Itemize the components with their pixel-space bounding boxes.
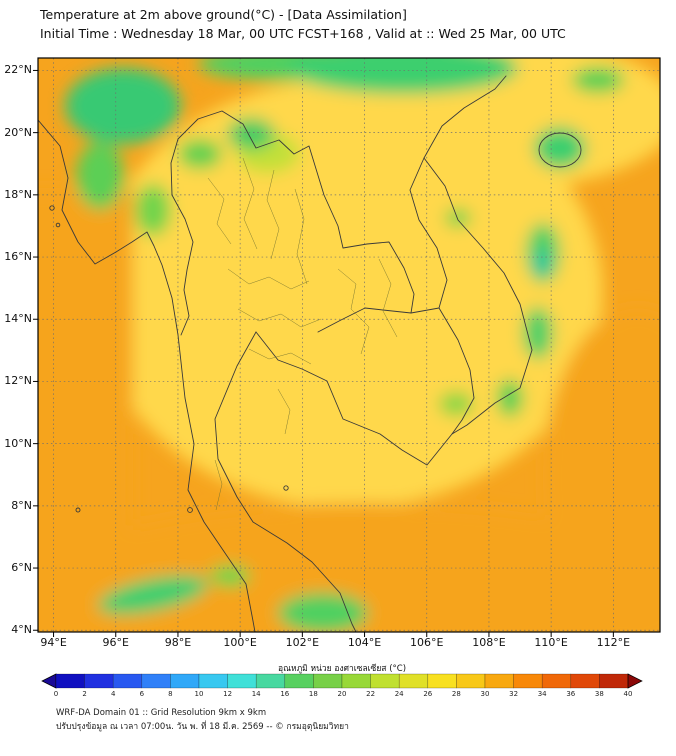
lat-tick-label: 22°N xyxy=(4,63,32,77)
lat-tick-label: 14°N xyxy=(4,312,32,326)
title-line-2: Initial Time : Wednesday 18 Mar, 00 UTC … xyxy=(40,26,566,41)
footer-line-1: WRF-DA Domain 01 :: Grid Resolution 9km … xyxy=(56,708,267,718)
lon-tick-label: 106°E xyxy=(410,636,444,649)
lon-tick-label: 112°E xyxy=(596,636,631,649)
lat-tick-label: 10°N xyxy=(4,436,32,450)
colorbar-tick-label: 38 xyxy=(594,690,604,698)
colorbar-tick-label: 2 xyxy=(82,690,87,698)
lon-tick-label: 98°E xyxy=(164,636,192,649)
lon-tick-label: 96°E xyxy=(102,636,129,649)
colorbar-tick-label: 14 xyxy=(251,690,261,698)
colorbar-segment xyxy=(599,673,629,689)
gridlines xyxy=(38,58,660,632)
lon-tick-label: 102°E xyxy=(285,636,320,649)
footer-line-2: ปรับปรุงข้อมูล ณ เวลา 07:00น. วัน พ. ที่… xyxy=(56,721,349,732)
colorbar-tick-label: 6 xyxy=(139,690,145,698)
colorbar-tick-label: 18 xyxy=(308,690,318,698)
colorbar-left-arrow xyxy=(41,673,57,689)
colorbar-segment xyxy=(141,673,171,689)
lat-tick-label: 20°N xyxy=(4,125,32,139)
coastline-gulf-vietnam xyxy=(255,75,533,466)
colorbar-segment xyxy=(341,673,371,689)
lon-tick-label: 104°E xyxy=(347,636,382,649)
colorbar-segment xyxy=(198,673,228,689)
lon-tick-label: 110°E xyxy=(534,636,568,649)
colorbar-segment xyxy=(170,673,200,689)
colorbar-svg xyxy=(41,673,643,689)
footer: WRF-DA Domain 01 :: Grid Resolution 9km … xyxy=(56,707,349,734)
colorbar-tick-label: 22 xyxy=(366,690,376,698)
lon-tick-label: 100°E xyxy=(223,636,257,649)
lat-tick-label: 18°N xyxy=(4,187,32,201)
colorbar-right-arrow xyxy=(627,673,643,689)
lat-tick-label: 6°N xyxy=(11,561,32,575)
colorbar-tick-label: 40 xyxy=(623,690,633,698)
y-axis-labels: 22°N 20°N 18°N 16°N 14°N 12°N 10°N 8°N 6°N 4°N xyxy=(0,58,35,636)
colorbar-segment xyxy=(570,673,600,689)
coastline-peninsula-east xyxy=(214,331,357,633)
small-islands xyxy=(49,205,289,513)
lat-tick-label: 12°N xyxy=(4,374,32,388)
colorbar-tick-label: 24 xyxy=(394,690,404,698)
colorbar-tick-labels: 0 2 4 6 8 10 12 14 16 18 20 22 24 26 28 30 32 34 36 38 40 xyxy=(42,690,642,700)
colorbar-segment xyxy=(84,673,114,689)
colorbar-tick-label: 32 xyxy=(509,690,519,698)
lat-tick-label: 16°N xyxy=(4,250,32,264)
colorbar-segment xyxy=(398,673,429,689)
colorbar-tick-label: 34 xyxy=(537,690,547,698)
colorbar-tick-label: 36 xyxy=(566,690,576,698)
colorbar-segment xyxy=(284,673,314,689)
border-mekong-laos-cambodia xyxy=(177,110,415,333)
colorbar-segment xyxy=(370,673,400,689)
colorbar-tick-label: 20 xyxy=(337,690,347,698)
map-svg xyxy=(33,57,661,637)
colorbar-tick-label: 0 xyxy=(53,690,59,698)
colorbar-title: อุณหภูมิ หน่วย องศาเซลเซียส (°C) xyxy=(277,664,407,674)
border-cambodia-vietnam xyxy=(438,307,475,435)
lat-tick-label: 4°N xyxy=(11,623,32,637)
colorbar-segment xyxy=(484,673,514,689)
colorbar-tick-label: 4 xyxy=(110,690,116,698)
colorbar-tick-label: 10 xyxy=(194,690,204,698)
colorbar-segment xyxy=(427,673,457,689)
title-line-1: Temperature at 2m above ground(°C) - [Da… xyxy=(40,7,407,22)
colorbar-segment xyxy=(541,673,572,689)
plot-area xyxy=(33,57,661,637)
colorbar-tick-label: 8 xyxy=(168,690,173,698)
colorbar-segment xyxy=(313,673,343,689)
coastline-west xyxy=(37,119,256,633)
colorbar-tick-label: 12 xyxy=(223,690,233,698)
colorbar-segment xyxy=(227,673,257,689)
colorbar-tick-label: 16 xyxy=(280,690,290,698)
x-axis-labels: 94°E 96°E 98°E 100°E 102°E 104°E 106°E 108°E 110… xyxy=(38,634,660,650)
colorbar-tick-label: 26 xyxy=(423,690,433,698)
border-thai-myanmar xyxy=(170,138,194,336)
colorbar-tick-label: 28 xyxy=(451,690,461,698)
axis-ticks xyxy=(33,69,614,637)
colorbar-segment xyxy=(456,673,486,689)
hainan-island-outline xyxy=(538,132,582,168)
colorbar-segment xyxy=(55,673,85,689)
lon-tick-label: 108°E xyxy=(472,636,506,649)
colorbar-segment xyxy=(513,673,543,689)
colorbar-segment xyxy=(255,673,286,689)
coastlines-and-borders xyxy=(37,75,582,633)
lon-tick-label: 94°E xyxy=(40,636,67,649)
temperature-field xyxy=(38,58,660,632)
colorbar-tick-label: 30 xyxy=(480,690,490,698)
map-frame xyxy=(37,57,661,633)
colorbar-segment xyxy=(112,673,143,689)
province-boundaries xyxy=(207,157,398,511)
lat-tick-label: 8°N xyxy=(11,498,32,512)
